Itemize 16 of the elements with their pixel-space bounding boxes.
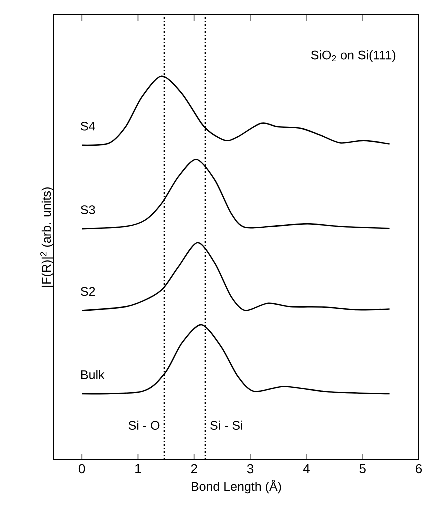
text: SiO$_{2}$ on Si(111) [311, 50, 396, 62]
y-axis-title: |F(R)|$^{2}$ (arb. units) [40, 188, 54, 287]
series-label: S4 [81, 122, 96, 131]
x-tick-label: 4 [303, 464, 310, 474]
x-tick-label: 0 [78, 464, 86, 474]
ref-line-label: Si - Si [210, 420, 242, 430]
series-label: Bulk [81, 370, 105, 380]
series-label: S2 [81, 287, 96, 296]
x-tick-label: 2 [191, 464, 198, 474]
x-tick-label: 6 [416, 464, 422, 474]
ref-line-label: Si - O [128, 420, 160, 430]
x-axis-title: Bond Length (Å) [192, 480, 282, 494]
x-tick-label: 5 [360, 464, 366, 474]
x-tick-label: 3 [247, 464, 254, 474]
x-tick-label: 1 [136, 464, 142, 474]
series-label: S3 [81, 206, 96, 214]
